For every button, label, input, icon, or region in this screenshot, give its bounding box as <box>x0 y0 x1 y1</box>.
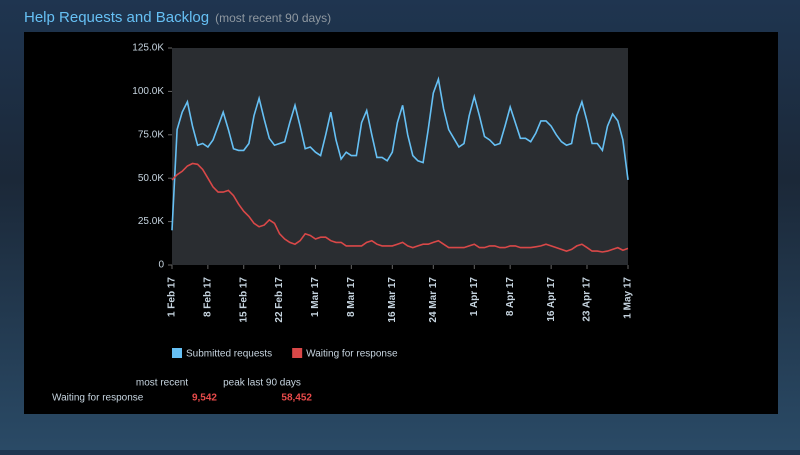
y-tick-label: 0 <box>158 260 164 271</box>
legend-label: Submitted requests <box>186 349 272 360</box>
x-tick-label: 16 Apr 17 <box>546 277 557 322</box>
x-tick-label: 1 Mar 17 <box>310 277 321 317</box>
y-tick-label: 125.0K <box>132 43 164 54</box>
x-tick-label: 1 Feb 17 <box>167 277 178 317</box>
stats-value: 9,542 <box>192 393 217 404</box>
y-tick-label: 100.0K <box>132 86 164 97</box>
x-tick-label: 1 Apr 17 <box>469 277 480 317</box>
series-line <box>171 76 629 231</box>
legend-swatch <box>292 348 303 358</box>
x-tick-label: 23 Apr 17 <box>582 277 593 322</box>
x-tick-label: 24 Mar 17 <box>428 277 439 323</box>
plot-area <box>172 48 628 265</box>
x-tick-label: 8 Apr 17 <box>505 277 516 317</box>
page-subtitle: (most recent 90 days) <box>215 11 331 25</box>
x-tick-label: 22 Feb 17 <box>274 277 285 323</box>
y-tick-label: 75.0K <box>138 129 164 140</box>
x-tick-label: 16 Mar 17 <box>387 277 398 323</box>
page-title: Help Requests and Backlog <box>24 9 209 26</box>
stats-header: most recent <box>136 378 188 389</box>
y-tick-label: 25.0K <box>138 216 164 227</box>
legend-swatch <box>172 348 182 358</box>
x-tick-label: 1 May 17 <box>623 277 634 319</box>
x-tick-label: 15 Feb 17 <box>238 277 249 323</box>
y-tick-label: 50.0K <box>138 173 164 184</box>
x-tick-label: 8 Feb 17 <box>203 277 214 317</box>
legend-label: Waiting for response <box>306 349 398 360</box>
x-tick-label: 8 Mar 17 <box>346 277 357 317</box>
stats-row-label: Waiting for response <box>52 393 144 404</box>
stats-header: peak last 90 days <box>223 378 301 389</box>
series-line <box>171 162 629 253</box>
stats-value: 58,452 <box>281 393 312 404</box>
